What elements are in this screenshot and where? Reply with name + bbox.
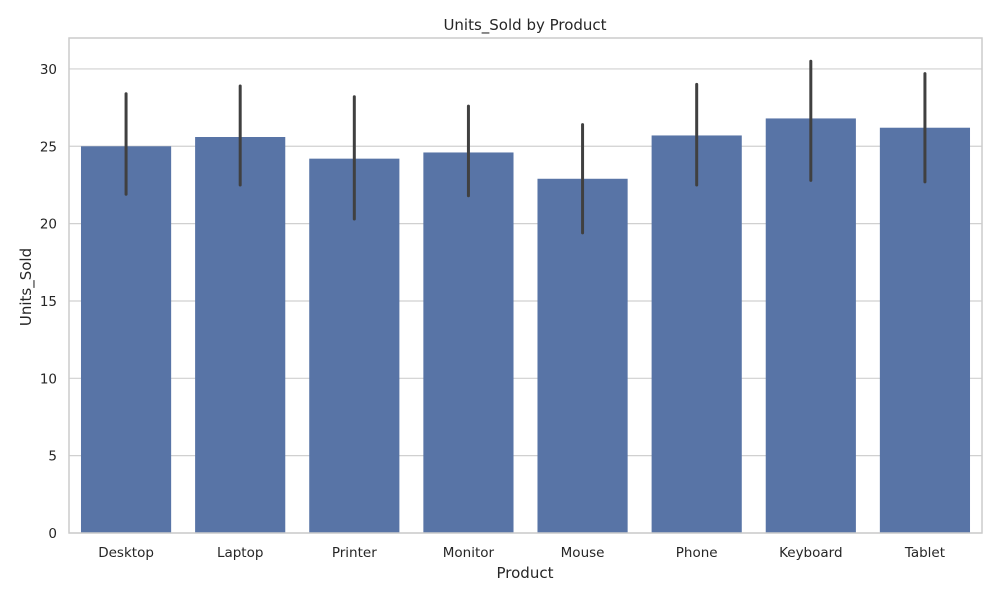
x-tick-label: Printer (332, 545, 377, 561)
x-tick-label: Monitor (443, 545, 495, 561)
x-axis-label: Product (497, 564, 554, 582)
y-axis-label: Units_Sold (17, 248, 36, 326)
y-tick-label: 0 (48, 526, 57, 542)
bar-tablet (879, 127, 971, 533)
bar-monitor (423, 152, 514, 533)
x-tick-label: Keyboard (779, 545, 842, 561)
bar-keyboard (765, 118, 856, 533)
error-bars-layer (124, 59, 927, 235)
x-tick-label: Laptop (217, 545, 264, 561)
x-tick-label: Desktop (98, 545, 154, 561)
y-tick-labels: 0 5 10 15 20 25 30 (40, 62, 57, 542)
chart-title: Units_Sold by Product (443, 16, 606, 35)
y-tick-label: 30 (40, 62, 57, 78)
y-tick-label: 25 (40, 139, 57, 155)
bar-laptop (195, 137, 286, 533)
y-tick-label: 10 (40, 371, 57, 387)
y-tick-label: 20 (40, 217, 57, 233)
x-tick-labels: Desktop Laptop Printer Monitor Mouse Phone Key… (98, 545, 945, 561)
y-tick-label: 15 (40, 294, 57, 310)
plot-frame (68, 37, 983, 534)
bar-phone (651, 135, 742, 533)
bar-mouse (537, 178, 628, 533)
x-tick-label: Mouse (561, 545, 605, 561)
y-tick-label: 5 (48, 449, 57, 465)
x-tick-label: Tablet (904, 545, 945, 561)
bar-desktop (80, 146, 172, 533)
bars-layer (80, 118, 971, 533)
x-tick-label: Phone (676, 545, 718, 561)
bar-printer (309, 158, 400, 533)
